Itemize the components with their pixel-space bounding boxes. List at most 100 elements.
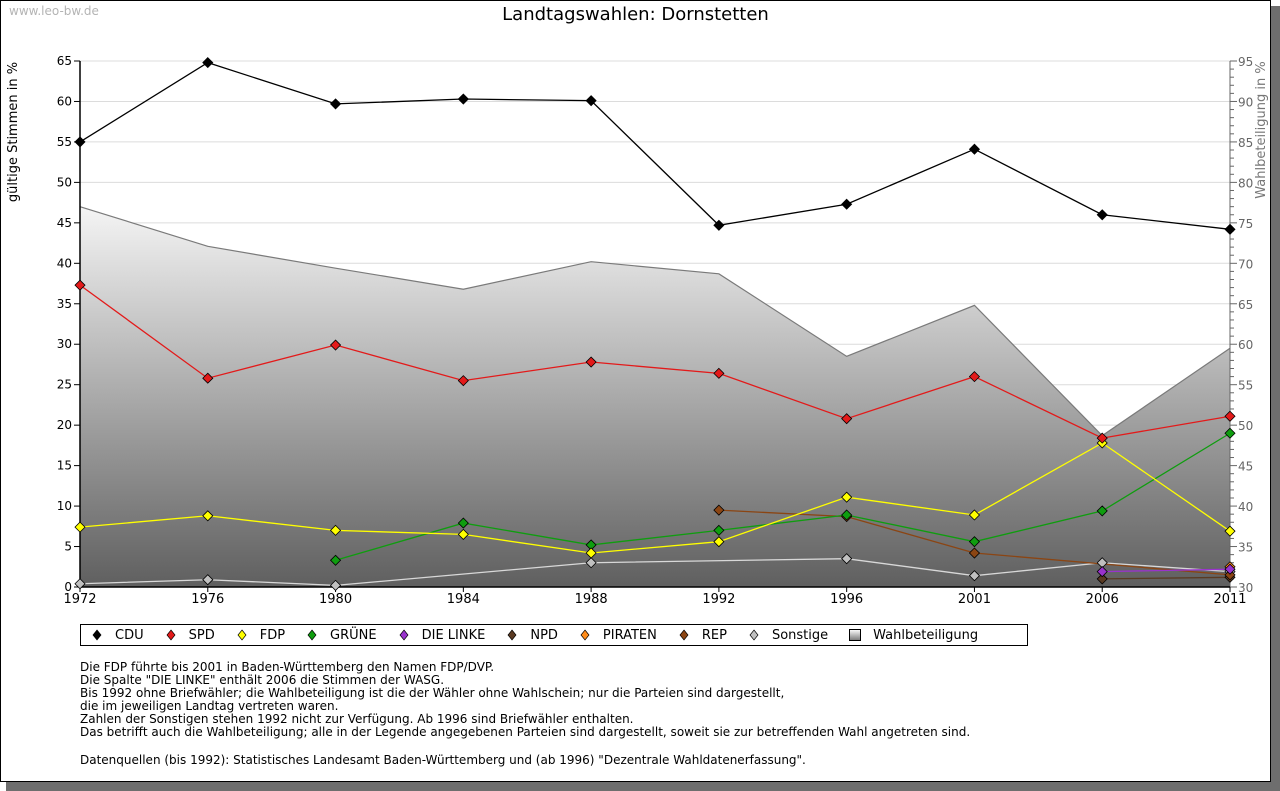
data-point-spd bbox=[457, 375, 469, 387]
y2-axis-label: Wahlbeteiligung in % bbox=[1254, 61, 1269, 198]
data-point-rep bbox=[1224, 569, 1236, 581]
legend-diamond-icon bbox=[306, 629, 318, 641]
series-line-fdp bbox=[79, 442, 1231, 554]
y2-tick-label: 95 bbox=[1238, 55, 1253, 69]
y2-tick-label: 55 bbox=[1238, 379, 1253, 393]
y-tick-label: 60 bbox=[57, 94, 72, 108]
data-point-sonstige bbox=[202, 574, 214, 586]
data-point-fdp bbox=[202, 510, 214, 522]
footnote-line: Die Spalte "DIE LINKE" enthält 2006 die … bbox=[80, 673, 445, 687]
frame-shadow-bottom bbox=[6, 782, 1280, 791]
legend-item-fdp: FDP bbox=[236, 628, 285, 643]
legend-diamond-icon bbox=[398, 629, 410, 641]
data-point-cdu bbox=[841, 198, 853, 210]
x-tick-label: 1996 bbox=[830, 592, 863, 607]
legend-diamond-icon bbox=[91, 629, 103, 641]
chart-title: Landtagswahlen: Dornstetten bbox=[502, 4, 769, 25]
x-tick-label: 2006 bbox=[1086, 592, 1119, 607]
y2-tick-label: 75 bbox=[1238, 217, 1253, 231]
area-wahlbeteiligung bbox=[80, 206, 1230, 587]
legend-diamond-icon bbox=[165, 629, 177, 641]
y2-tick-label: 80 bbox=[1238, 176, 1253, 190]
footnote-line: Zahlen der Sonstigen stehen 1992 nicht z… bbox=[80, 712, 634, 726]
y2-tick-label: 85 bbox=[1238, 136, 1253, 150]
data-point-spd bbox=[968, 371, 981, 383]
data-point-fdp bbox=[74, 521, 86, 533]
data-point-rep bbox=[713, 504, 725, 516]
legend-item-sonstige: Sonstige bbox=[748, 628, 828, 643]
legend-diamond-icon bbox=[678, 629, 690, 641]
y2-tick-label: 65 bbox=[1238, 298, 1253, 312]
data-point-fdp bbox=[585, 547, 597, 559]
y-axis-label: gültige Stimmen in % bbox=[6, 62, 21, 202]
data-point-cdu bbox=[74, 136, 86, 148]
data-point-sonstige bbox=[968, 570, 981, 582]
data-point-rep bbox=[968, 547, 981, 559]
y-tick-label: 30 bbox=[57, 337, 72, 351]
data-point-fdp bbox=[968, 509, 981, 521]
data-point-cdu bbox=[585, 95, 597, 107]
data-point-fdp bbox=[1224, 525, 1236, 537]
data-point-sonstige bbox=[841, 553, 853, 565]
data-point-spd bbox=[74, 279, 86, 291]
legend-item-cdu: CDU bbox=[91, 628, 144, 643]
data-point-cdu bbox=[1096, 209, 1108, 221]
legend-label: DIE LINKE bbox=[421, 627, 486, 643]
x-tick-label: 2011 bbox=[1213, 592, 1246, 607]
legend-diamond-icon bbox=[236, 629, 248, 641]
data-point-fdp bbox=[457, 528, 469, 540]
legend-item-wahlbeteiligung: Wahlbeteiligung bbox=[849, 628, 978, 643]
data-point-gr-ne bbox=[329, 554, 342, 566]
data-point-gr-ne bbox=[1224, 427, 1236, 439]
y-tick-label: 50 bbox=[57, 175, 72, 189]
y-tick-label: 10 bbox=[57, 499, 72, 513]
legend-item-grüne: GRÜNE bbox=[306, 628, 377, 643]
data-point-spd bbox=[841, 413, 853, 425]
data-point-spd bbox=[585, 356, 597, 368]
data-point-cdu bbox=[968, 143, 981, 155]
data-point-spd bbox=[329, 339, 342, 351]
x-tick-label: 1992 bbox=[702, 592, 735, 607]
legend-square-icon bbox=[849, 629, 862, 641]
data-point-fdp bbox=[329, 524, 342, 536]
legend-label: PIRATEN bbox=[602, 627, 657, 643]
series-line-die-linke bbox=[1102, 568, 1231, 573]
data-point-spd bbox=[1224, 410, 1236, 422]
x-tick-label: 1976 bbox=[191, 592, 224, 607]
data-point-cdu bbox=[457, 93, 469, 105]
series-line-gr-ne bbox=[335, 432, 1231, 561]
y2-tick-label: 35 bbox=[1238, 541, 1253, 555]
y-tick-label: 65 bbox=[57, 54, 72, 68]
legend-item-npd: NPD bbox=[506, 628, 558, 643]
data-point-sonstige bbox=[585, 557, 597, 569]
data-point-gr-ne bbox=[1096, 505, 1108, 517]
data-point-die-linke bbox=[1224, 563, 1236, 575]
y2-tick-label: 60 bbox=[1238, 338, 1253, 352]
y-tick-label: 55 bbox=[57, 135, 72, 149]
data-point-sonstige bbox=[74, 578, 86, 590]
y2-tick-label: 90 bbox=[1238, 95, 1253, 109]
footnote-line: Bis 1992 ohne Briefwähler; die Wahlbetei… bbox=[80, 686, 785, 700]
y-tick-label: 35 bbox=[57, 297, 72, 311]
y2-tick-label: 45 bbox=[1238, 460, 1253, 474]
series-line-spd bbox=[79, 284, 1231, 439]
legend-label: Sonstige bbox=[771, 627, 829, 643]
series-line-sonstige bbox=[79, 558, 1231, 587]
data-point-cdu bbox=[329, 98, 342, 110]
legend-diamond-icon bbox=[506, 629, 518, 641]
x-tick-label: 1972 bbox=[63, 592, 96, 607]
legend: CDU SPD FDP GRÜNE DIE LINKE NPD PIRATEN REP Sons… bbox=[80, 624, 1028, 646]
data-point-spd bbox=[202, 372, 214, 384]
y-tick-label: 15 bbox=[57, 459, 72, 473]
footnote-line: die im jeweiligen Landtag vertreten ware… bbox=[80, 699, 339, 713]
data-point-cdu bbox=[1224, 223, 1236, 235]
area-outline-wahlbeteiligung bbox=[79, 206, 1231, 437]
y2-tick-label: 50 bbox=[1238, 419, 1253, 433]
data-point-sonstige bbox=[329, 579, 342, 591]
data-point-gr-ne bbox=[457, 517, 469, 529]
legend-label: SPD bbox=[188, 627, 215, 643]
y-tick-label: 25 bbox=[57, 378, 72, 392]
footnote-line: Die FDP führte bis 2001 in Baden-Württem… bbox=[80, 660, 495, 674]
y-tick-label: 5 bbox=[64, 540, 72, 554]
y2-tick-label: 70 bbox=[1238, 257, 1253, 271]
